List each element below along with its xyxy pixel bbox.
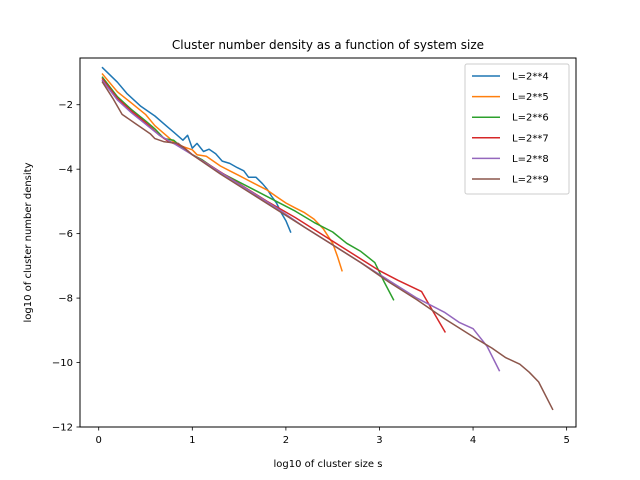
x-tick-label: 5 bbox=[563, 435, 569, 446]
legend-label: L=2**9 bbox=[512, 175, 549, 186]
y-tick-label: −12 bbox=[52, 423, 73, 434]
x-tick-label: 1 bbox=[189, 435, 195, 446]
x-axis: 0 1 2 3 4 5 bbox=[96, 427, 570, 446]
y-axis: −12 −10 −8 −6 −4 −2 bbox=[52, 100, 80, 434]
legend-label: L=2**5 bbox=[512, 92, 549, 103]
x-tick-label: 0 bbox=[96, 435, 102, 446]
series-line-1 bbox=[101, 66, 292, 233]
x-tick-label: 4 bbox=[470, 435, 476, 446]
y-axis-label: log10 of cluster number density bbox=[23, 162, 34, 322]
legend-label: L=2**8 bbox=[512, 154, 549, 165]
legend-label: L=2**6 bbox=[512, 113, 549, 124]
series-line-2 bbox=[101, 73, 343, 272]
series-layer bbox=[101, 66, 554, 411]
y-tick-label: −10 bbox=[52, 358, 73, 369]
legend: L=2**4 L=2**5 L=2**6 L=2**7 L=2**8 L=2**9 bbox=[464, 63, 570, 195]
x-axis-label: log10 of cluster size s bbox=[274, 459, 383, 470]
y-tick-label: −4 bbox=[58, 165, 73, 176]
x-tick-label: 3 bbox=[376, 435, 382, 446]
series-line-6 bbox=[101, 81, 554, 411]
plot-frame bbox=[79, 57, 577, 428]
legend-label: L=2**4 bbox=[512, 72, 549, 83]
legend-label: L=2**7 bbox=[512, 133, 549, 144]
y-tick-label: −2 bbox=[58, 100, 73, 111]
y-tick-label: −6 bbox=[58, 229, 73, 240]
x-tick-label: 2 bbox=[283, 435, 289, 446]
y-tick-label: −8 bbox=[58, 294, 73, 305]
chart-title: Cluster number density as a function of … bbox=[172, 38, 484, 52]
